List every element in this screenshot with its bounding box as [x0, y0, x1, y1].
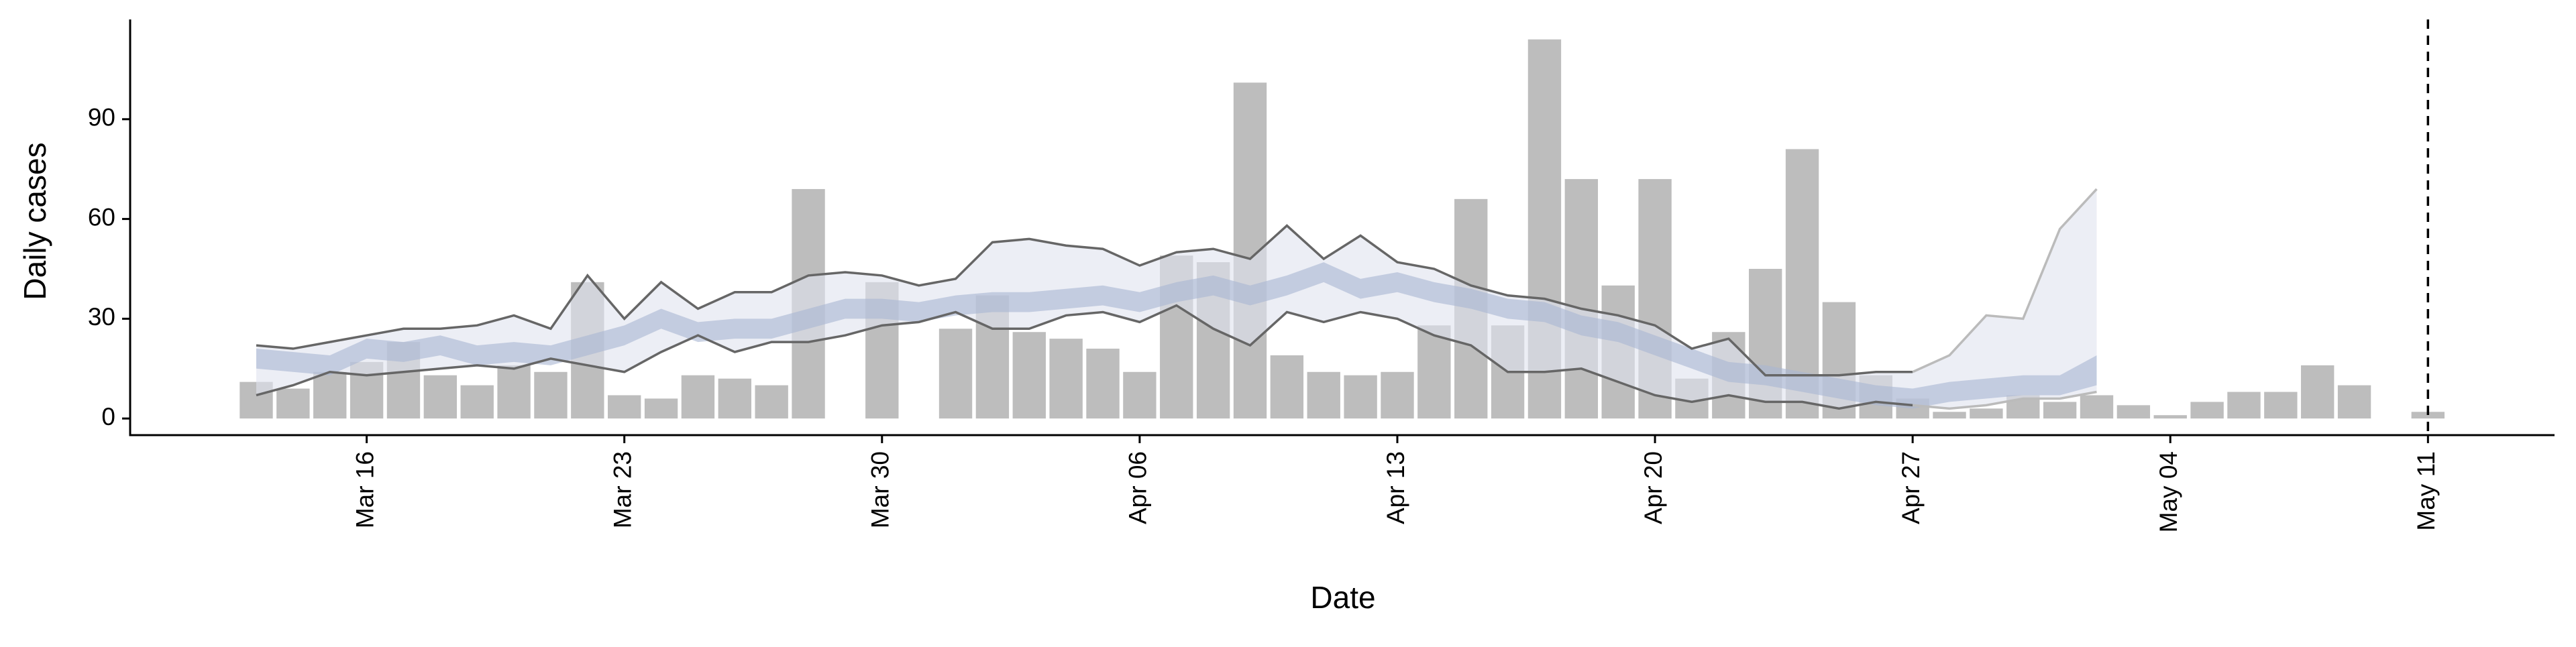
bar [2080, 395, 2114, 419]
bar [313, 371, 347, 419]
bar [1933, 412, 1966, 419]
bar [1049, 339, 1083, 419]
y-tick-label: 0 [101, 403, 115, 430]
y-tick-label: 30 [88, 303, 115, 331]
bar [1344, 375, 1377, 419]
bar [2116, 405, 2151, 419]
bar [2043, 402, 2077, 419]
bar [608, 395, 641, 419]
bar [2337, 385, 2371, 419]
bar [1970, 408, 2003, 419]
bar [1123, 371, 1157, 419]
bar [2264, 392, 2298, 419]
bar [1270, 355, 1304, 419]
bar [460, 385, 494, 419]
bar [2301, 365, 2334, 419]
x-tick-label: Mar 16 [351, 451, 378, 528]
x-tick-label: Apr 27 [1897, 451, 1925, 524]
x-axis-title: Date [1310, 580, 1375, 615]
line [256, 224, 1913, 377]
x-tick-label: Mar 30 [867, 451, 894, 528]
bar [938, 329, 973, 419]
x-tick-label: May 04 [2155, 451, 2182, 532]
x-tick-label: Apr 20 [1640, 451, 1667, 524]
line [256, 304, 1913, 410]
bar [755, 385, 788, 419]
bar [2153, 415, 2187, 419]
bar [497, 365, 531, 419]
bar [1012, 332, 1046, 419]
bar [2227, 392, 2261, 419]
bar [1086, 349, 1120, 419]
line [1912, 188, 2098, 373]
y-tick-label: 90 [88, 104, 115, 131]
bar [276, 388, 310, 419]
y-tick-label: 60 [88, 203, 115, 231]
x-tick-label: Apr 06 [1124, 451, 1152, 524]
x-tick-label: May 11 [2412, 451, 2440, 531]
bar [2411, 412, 2445, 419]
bar [1564, 179, 1599, 419]
bar [681, 375, 715, 419]
x-tick-label: Mar 23 [608, 451, 636, 528]
bar [534, 371, 568, 419]
line [1912, 390, 2097, 410]
band [256, 262, 2097, 409]
bar [423, 375, 458, 419]
bar [718, 378, 752, 419]
bar [1417, 325, 1451, 419]
y-axis-title: Daily cases [17, 142, 52, 300]
bar [644, 398, 678, 419]
bar [1381, 371, 1414, 419]
x-tick-label: Apr 13 [1382, 451, 1409, 524]
bar [2190, 402, 2224, 419]
bar [1307, 371, 1340, 419]
